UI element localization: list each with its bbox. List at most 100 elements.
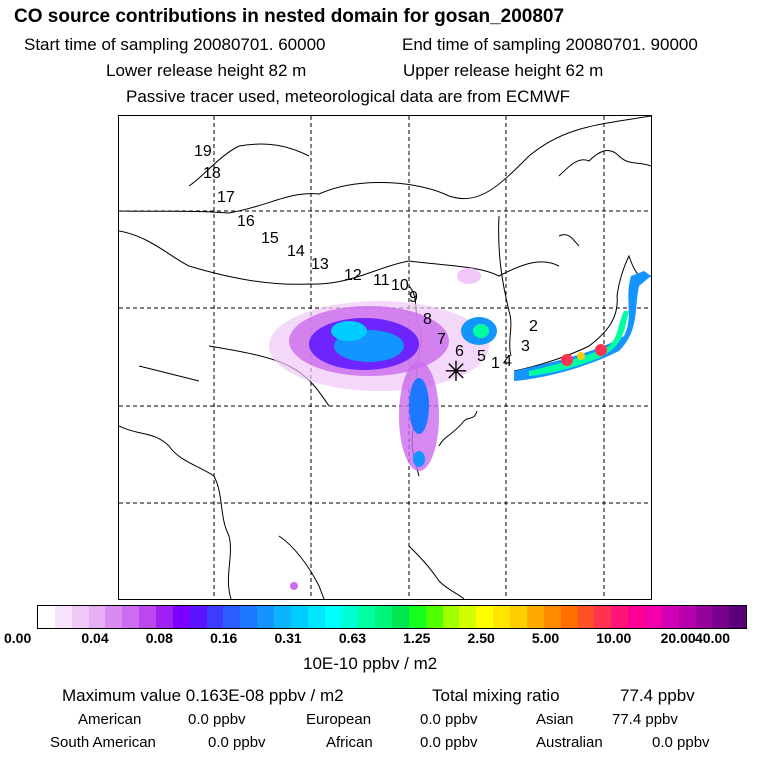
colorbar-swatch [392, 606, 409, 628]
colorbar-swatch [628, 606, 645, 628]
trajectory-label: 17 [217, 189, 235, 206]
region-name: Australian [536, 734, 603, 751]
colorbar-swatch [408, 606, 426, 628]
region-name: Asian [536, 711, 574, 728]
trajectory-label: 11 [373, 272, 390, 289]
colorbar-swatch [510, 606, 527, 628]
region-value: 0.0 ppbv [188, 711, 246, 728]
colorbar-swatch [240, 606, 258, 628]
colorbar-swatch [172, 606, 190, 628]
colorbar-swatch [105, 606, 123, 628]
region-value: 0.0 ppbv [652, 734, 710, 751]
colorbar-swatch [156, 606, 173, 628]
colorbar-tick-label: 1.25 [403, 630, 431, 646]
trajectory-label: 5 [477, 348, 486, 365]
trajectory-label: 14 [287, 243, 305, 260]
colorbar [37, 605, 747, 629]
colorbar-tick-label: 40.00 [695, 630, 731, 646]
trajectory-label: 3 [521, 338, 530, 355]
trajectory-label: 2 [529, 318, 538, 335]
trajectory-labels: 1 2 3 4 5 6 7 8 9 10 11 12 13 14 15 16 1… [194, 143, 538, 372]
trajectory-label: 15 [261, 230, 279, 247]
trajectory-label: 16 [237, 213, 255, 230]
colorbar-swatch [324, 606, 342, 628]
colorbar-swatch [425, 606, 443, 628]
colorbar-swatch [54, 606, 72, 628]
trajectory-label: 1 [491, 355, 500, 372]
trajectory-label: 19 [194, 143, 212, 160]
colorbar-swatch [71, 606, 89, 628]
colorbar-swatch [139, 606, 157, 628]
colorbar-swatch [611, 606, 629, 628]
colorbar-swatch [223, 606, 241, 628]
region-name: South American [50, 734, 156, 751]
region-value: 0.0 ppbv [420, 711, 478, 728]
trajectory-label: 13 [311, 256, 329, 273]
colorbar-swatch [729, 606, 747, 628]
region-name: African [326, 734, 373, 751]
colorbar-swatch [493, 606, 511, 628]
region-value: 0.0 ppbv [420, 734, 478, 751]
colorbar-unit: 10E-10 ppbv / m2 [303, 654, 438, 673]
colorbar-tick-label: 5.00 [531, 630, 560, 646]
colorbar-tick-label: 0.08 [145, 630, 173, 646]
colorbar-swatch [526, 606, 544, 628]
colorbar-tick-label: 0.04 [81, 630, 109, 646]
colorbar-swatch [290, 606, 308, 628]
total-mixing-label: Total mixing ratio [432, 686, 560, 705]
colorbar-tick-label: 0.31 [274, 630, 302, 646]
colorbar-swatch [543, 606, 561, 628]
colorbar-swatch [695, 606, 713, 628]
region-value: 0.0 ppbv [208, 734, 266, 751]
colorbar-swatch [459, 606, 477, 628]
trajectory-label: 7 [437, 331, 446, 348]
colorbar-swatch [122, 606, 140, 628]
colorbar-swatch [661, 606, 679, 628]
colorbar-swatch [712, 606, 730, 628]
trajectory-label: 4 [503, 353, 512, 370]
start-time-label: Start time of sampling 20080701. 60000 [24, 35, 326, 54]
colorbar-swatch [341, 606, 359, 628]
colorbar-swatch [594, 606, 612, 628]
colorbar-swatch [358, 606, 376, 628]
receptor-marker: ✳ [444, 356, 467, 387]
colorbar-swatch [257, 606, 275, 628]
colorbar-tick-label: 0.63 [338, 630, 367, 646]
colorbar-swatch [206, 606, 224, 628]
colorbar-tick-label: 10.00 [596, 630, 632, 646]
colorbar-tick-label: 2.50 [467, 630, 495, 646]
colorbar-swatch [375, 606, 393, 628]
trajectory-label: 10 [391, 277, 409, 294]
colorbar-swatch [307, 606, 325, 628]
map-canvas: ✳ 1 2 3 4 5 6 7 8 9 10 11 12 13 14 15 16… [118, 115, 652, 600]
region-value: 77.4 ppbv [612, 711, 678, 728]
colorbar-swatch [274, 606, 291, 628]
colorbar-swatch [88, 606, 106, 628]
end-time-label: End time of sampling 20080701. 90000 [402, 35, 698, 54]
region-name: European [306, 711, 372, 728]
total-mixing-value: 77.4 ppbv [620, 686, 695, 705]
upper-height-label: Upper release height 62 m [403, 61, 604, 80]
lower-height-label: Lower release height 82 m [106, 61, 307, 80]
trajectory-label: 6 [455, 343, 464, 360]
colorbar-swatch [442, 606, 460, 628]
colorbar-tick-label: 0.16 [210, 630, 238, 646]
region-name: American [78, 711, 142, 728]
trajectory-label: 12 [344, 267, 362, 284]
trajectory-label: 8 [423, 311, 432, 328]
colorbar-swatch [189, 606, 207, 628]
tracer-note: Passive tracer used, meteorological data… [126, 87, 571, 106]
colorbar-swatch [476, 606, 494, 628]
plume-field [269, 268, 651, 590]
colorbar-swatch [678, 606, 696, 628]
max-value-label: Maximum value 0.163E-08 ppbv / m2 [62, 686, 344, 705]
colorbar-swatch [644, 606, 662, 628]
map-panel: ✳ 1 2 3 4 5 6 7 8 9 10 11 12 13 14 15 16… [118, 115, 652, 600]
colorbar-swatch [560, 606, 578, 628]
trajectory-label: 9 [409, 289, 418, 306]
trajectory-label: 18 [203, 165, 221, 182]
colorbar-tick-label: 0.00 [4, 630, 32, 646]
colorbar-swatch [38, 606, 55, 628]
colorbar-swatch [577, 606, 595, 628]
colorbar-tick-label: 20.00 [660, 630, 696, 646]
